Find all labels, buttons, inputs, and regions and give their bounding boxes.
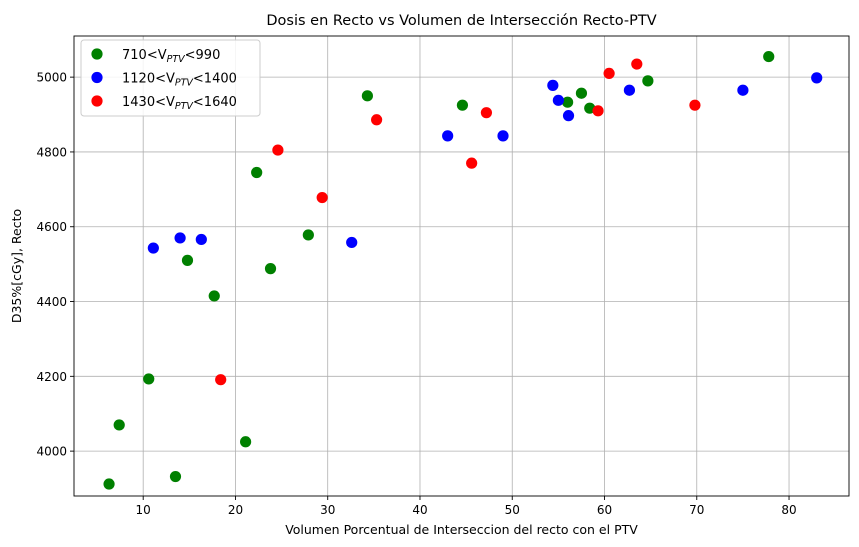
y-axis-label: D35%[cGy], Recto: [9, 209, 24, 323]
scatter-point-series-3: [689, 99, 701, 111]
scatter-point-series-1: [575, 87, 588, 99]
x-tick-label: 50: [505, 503, 520, 517]
y-tick-label: 4600: [36, 220, 67, 234]
legend-entry-label: 1430<VPTV<1640: [122, 95, 237, 112]
scatter-point-series-3: [371, 114, 383, 126]
scatter-point-series-2: [562, 110, 575, 122]
scatter-point-series-2: [147, 242, 159, 254]
x-axis-label: Volumen Porcentual de Interseccion del r…: [285, 522, 638, 537]
y-tick-label: 4200: [36, 370, 67, 384]
y-tick-label: 5000: [36, 71, 67, 85]
scatter-point-series-1: [143, 373, 155, 385]
plot-frame: [73, 35, 850, 497]
scatter-point-series-1: [103, 478, 115, 490]
y-tick-label: 4000: [36, 445, 67, 459]
scatter-point-series-1: [562, 96, 574, 108]
x-tick-label: 60: [597, 503, 612, 517]
grid: [74, 36, 849, 496]
x-tick-label: 30: [320, 503, 335, 517]
scatter-point-series-2: [737, 84, 749, 96]
chart-title: Dosis en Recto vs Volumen de Intersecció…: [266, 13, 656, 29]
scatter-point-series-3: [592, 105, 604, 117]
legend-entry-label: 710<VPTV<990: [122, 48, 220, 65]
scatter-point-series-2: [497, 130, 509, 142]
scatter-point-series-1: [642, 75, 654, 87]
scatter-point-series-3: [631, 58, 643, 70]
x-tick-label: 10: [136, 503, 151, 517]
scatter-point-series-2: [623, 84, 636, 96]
scatter-point-series-2: [174, 232, 186, 244]
scatter-point-series-3: [480, 107, 493, 119]
legend: 710<VPTV<990 1120<VPTV<1400 1430<VPTV<1640: [80, 39, 261, 117]
scatter-point-series-3: [215, 374, 227, 386]
scatter-point-series-1: [302, 229, 314, 241]
scatter-point-series-2: [442, 130, 454, 142]
legend-marker: [91, 71, 103, 84]
scatter-point-series-2: [811, 72, 823, 84]
scatter-point-series-1: [361, 90, 373, 102]
scatter-point-series-1: [181, 254, 194, 266]
legend-entry-label: 1120<VPTV<1400: [122, 72, 237, 89]
scatter-point-series-2: [552, 94, 564, 106]
legend-marker: [91, 48, 103, 60]
y-tick-label: 4800: [36, 145, 67, 159]
scatter-point-series-3: [316, 191, 328, 204]
scatter-point-series-1: [763, 50, 775, 63]
legend-box: [80, 39, 261, 117]
scatter-point-series-3: [466, 157, 478, 169]
x-tick-label: 40: [412, 503, 427, 517]
legend-marker: [91, 95, 103, 107]
scatter-point-series-1: [113, 419, 125, 431]
scatter-point-series-1: [169, 470, 182, 483]
y-tick-label: 4400: [36, 295, 67, 309]
scatter-point-series-1: [251, 166, 263, 179]
y-axis-ticks: 4000 4200 4400 4600 4800 5000: [36, 71, 74, 459]
x-tick-label: 70: [689, 503, 704, 517]
scatter-point-series-1: [456, 99, 469, 111]
x-tick-label: 20: [228, 503, 243, 517]
scatter-point-series-1: [208, 290, 220, 302]
scatter-point-series-3: [272, 144, 284, 156]
scatter-point-series-2: [346, 236, 358, 249]
scatter-point-series-1: [240, 436, 252, 448]
data-points: [103, 50, 823, 490]
x-tick-label: 80: [781, 503, 796, 517]
scatter-point-series-2: [195, 233, 207, 246]
scatter-point-series-3: [603, 67, 615, 79]
scatter-point-series-2: [547, 79, 559, 91]
scatter-point-series-1: [264, 263, 277, 275]
x-axis-ticks: 10 20 30 40 50 60 70 80: [136, 496, 797, 517]
